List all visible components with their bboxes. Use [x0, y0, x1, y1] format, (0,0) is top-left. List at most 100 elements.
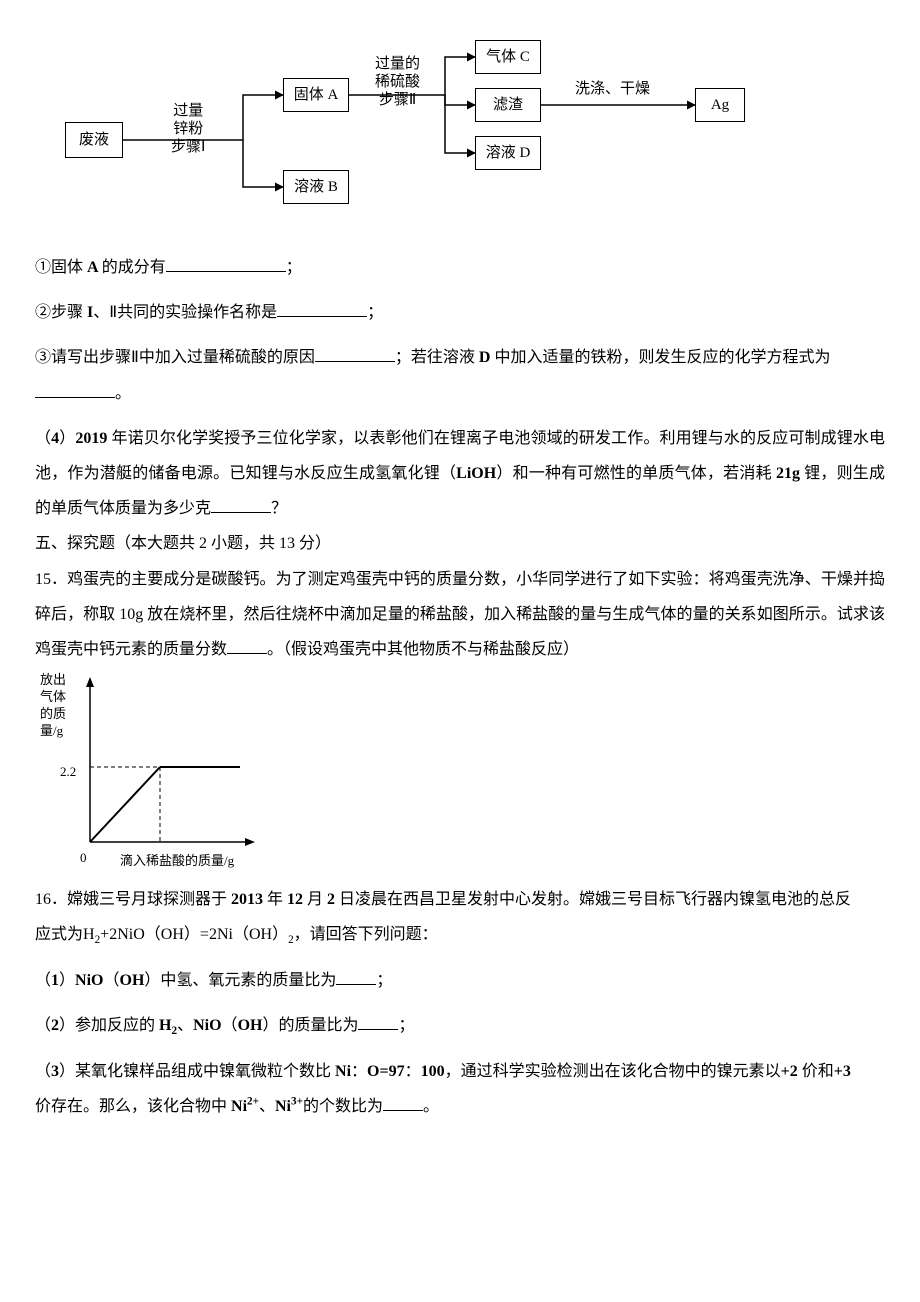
- flow-node-ag: Ag: [695, 88, 745, 122]
- chart-data-rise: [90, 767, 160, 842]
- flow-label-step1: 过量锌粉步骤Ⅰ: [171, 102, 205, 156]
- q-f1-d: ；: [286, 259, 302, 276]
- flow-label-wash: 洗涤、干燥: [575, 80, 650, 98]
- blank-2: [277, 301, 367, 317]
- question-flow-3: ③请写出步骤Ⅱ中加入过量稀硫酸的原因；若往溶液 D 中加入适量的铁粉，则发生反应…: [35, 340, 885, 410]
- q-f2-a: ②步骤: [35, 304, 87, 321]
- question-4: （4）2019 年诺贝尔化学奖授予三位化学家，以表彰他们在锂离子电池领域的研发工…: [35, 421, 885, 527]
- blank-5: [211, 497, 271, 513]
- q16-l1g: 日凌晨在西昌卫星发射中心发射。嫦娥三号目标飞行器内镍氢电池的总反: [339, 891, 851, 908]
- q16s3-m: 价存在。那么，该化合物中: [35, 1098, 231, 1115]
- flow-edge-1: [243, 140, 283, 187]
- q16s1-c: ）: [59, 972, 75, 989]
- flow-node-solB: 溶液 B: [283, 170, 349, 204]
- q16s3-r: 。: [423, 1098, 439, 1115]
- gas-mass-chart: 放出 气体 的质 量/g 2.2 0 滴入稀盐酸的质量/g: [40, 672, 260, 872]
- flowchart-edges: [55, 30, 815, 230]
- blank-8: [358, 1014, 398, 1030]
- q-f2-d: ；: [367, 304, 383, 321]
- blank-9: [383, 1095, 423, 1111]
- q16s3-j: +2: [781, 1063, 802, 1080]
- q-f1-a: ①固体: [35, 259, 87, 276]
- q16s1-d: NiO: [75, 972, 103, 989]
- question-16-3: （3）某氧化镍样品组成中镍氧微粒个数比 Ni：O=97：100，通过科学实验检测…: [35, 1054, 885, 1124]
- q16s2-f: NiO: [193, 1017, 221, 1034]
- q4-d: 2019: [75, 430, 111, 447]
- blank-7: [336, 969, 376, 985]
- blank-1: [166, 256, 286, 272]
- question-15: 15．鸡蛋壳的主要成分是碳酸钙。为了测定鸡蛋壳中钙的质量分数，小华同学进行了如下…: [35, 562, 885, 668]
- q-f3-d: 中加入适量的铁粉，则发生反应的化学方程式为: [494, 349, 830, 366]
- section-5-header: 五、探究题（本大题共 2 小题，共 13 分）: [35, 526, 885, 561]
- q4-j: ？: [271, 500, 287, 517]
- flow-label-step2: 过量的稀硫酸步骤Ⅱ: [375, 55, 420, 109]
- chart-svg: [40, 672, 260, 872]
- q-f3-b: ；若往溶液: [395, 349, 479, 366]
- q16s3-l: +3: [834, 1063, 851, 1080]
- q16-l1c: 年: [267, 891, 287, 908]
- q16s2-d: H2: [159, 1017, 177, 1034]
- eq-h2: H2: [83, 926, 100, 943]
- flow-edge-4: [445, 95, 475, 153]
- blank-6: [227, 638, 267, 654]
- eq-pl2: （: [233, 926, 249, 943]
- eq-pr2: ）: [272, 926, 288, 943]
- q16s3-f: O=97: [367, 1063, 405, 1080]
- eq-oh1: OH: [161, 926, 184, 943]
- q16-l1e: 月: [307, 891, 327, 908]
- blank-4: [35, 382, 115, 398]
- q16s3-p-t: Ni: [275, 1098, 291, 1115]
- q16s2-i: ）的质量比为: [262, 1017, 358, 1034]
- q16s1-h: ；: [376, 972, 392, 989]
- q-f3-e: 。: [115, 385, 131, 402]
- flow-node-waste: 废液: [65, 122, 123, 158]
- q16s3-k: 价和: [802, 1063, 834, 1080]
- eq-pl1: （: [145, 926, 161, 943]
- q4-h: 21g: [776, 465, 804, 482]
- q16s3-n-t: Ni: [231, 1098, 247, 1115]
- chart-y-arrow: [86, 677, 94, 687]
- chart-x-arrow: [245, 838, 255, 846]
- q16s3-d: Ni: [335, 1063, 351, 1080]
- q16s2-a: （: [35, 1017, 51, 1034]
- eq-nio: NiO: [117, 926, 145, 943]
- q16s3-q: 的个数比为: [303, 1098, 383, 1115]
- eq-h: H: [83, 926, 95, 943]
- q4-f: LiOH: [456, 465, 496, 482]
- q16s1-a: （: [35, 972, 51, 989]
- q16-l1a: 16．嫦娥三号月球探测器于: [35, 891, 231, 908]
- eq-ni: Ni: [217, 926, 233, 943]
- q16s3-i: ，通过科学实验检测出在该化合物中的镍元素以: [445, 1063, 781, 1080]
- q16s2-g: （: [222, 1017, 238, 1034]
- q16-l1b: 2013: [231, 891, 267, 908]
- q16s3-o: 、: [259, 1098, 275, 1115]
- q-f3-c: D: [479, 349, 495, 366]
- q16s3-c: ）某氧化镍样品组成中镍氧微粒个数比: [59, 1063, 335, 1080]
- q-f1-c: 的成分有: [102, 259, 166, 276]
- q16s3-a: （: [35, 1063, 51, 1080]
- flow-node-gasC: 气体 C: [475, 40, 541, 74]
- eq-oh2: OH: [249, 926, 272, 943]
- eq-eq: =: [200, 926, 209, 943]
- flow-node-solD: 溶液 D: [475, 136, 541, 170]
- q16s2-j: ；: [398, 1017, 414, 1034]
- eq-plus: +2: [100, 926, 117, 943]
- q16s2-h: OH: [238, 1017, 263, 1034]
- q16s1-g: ）中氢、氧元素的质量比为: [144, 972, 336, 989]
- q16s3-n: Ni2+: [231, 1098, 259, 1115]
- question-16-2: （2）参加反应的 H2、NiO（OH）的质量比为；: [35, 1008, 885, 1044]
- eq-2b: 2: [209, 926, 217, 943]
- q16s3-p: Ni3+: [275, 1098, 303, 1115]
- q16s3-b: 3: [51, 1063, 59, 1080]
- q-f1-b: A: [87, 259, 102, 276]
- q16s1-b: 1: [51, 972, 59, 989]
- q4-a: （: [35, 430, 51, 447]
- flow-edge-3: [445, 95, 475, 105]
- q16s1-f: OH: [120, 972, 145, 989]
- q16s2-d-h: H: [159, 1017, 171, 1034]
- flow-node-residue: 滤渣: [475, 88, 541, 122]
- question-flow-2: ②步骤 I、Ⅱ共同的实验操作名称是；: [35, 295, 885, 330]
- question-16: 16．嫦娥三号月球探测器于 2013 年 12 月 2 日凌晨在西昌卫星发射中心…: [35, 882, 885, 953]
- question-16-1: （1）NiO（OH）中氢、氧元素的质量比为；: [35, 963, 885, 998]
- q16s2-e: 、: [177, 1017, 193, 1034]
